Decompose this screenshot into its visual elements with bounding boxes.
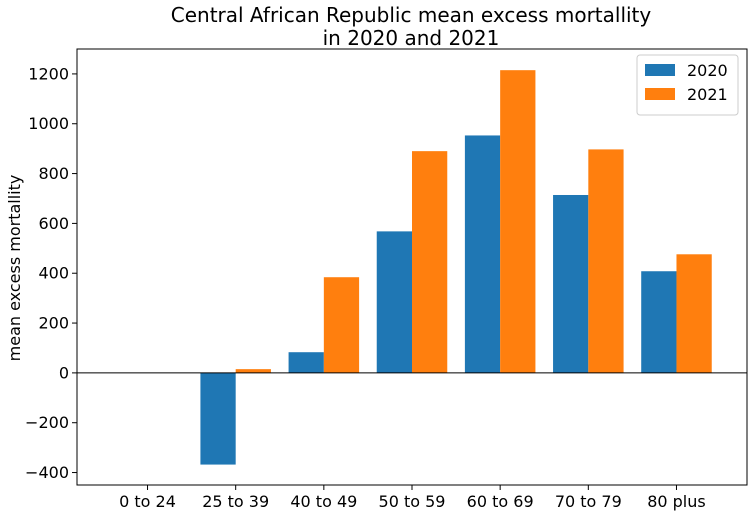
x-tick-label: 70 to 79 xyxy=(555,492,622,511)
bar-2020-4 xyxy=(464,135,501,373)
y-tick-label: 800 xyxy=(38,164,69,183)
x-tick-label: 50 to 59 xyxy=(379,492,446,511)
x-tick-label: 25 to 39 xyxy=(202,492,269,511)
chart-title-line-1: Central African Republic mean excess mor… xyxy=(171,3,652,27)
bar-2021-4 xyxy=(500,70,536,373)
plot-area: −400 −200 0 200 400 600 800 1000 1200 0 to 24 25 t… xyxy=(25,48,748,511)
bar-2021-6 xyxy=(676,254,712,373)
y-tick-label: −200 xyxy=(25,413,69,432)
y-axis-label: mean excess mortallity xyxy=(5,175,24,362)
legend-swatch-2021 xyxy=(645,88,675,100)
bar-2020-6 xyxy=(641,271,677,373)
bar-2021-3 xyxy=(412,151,448,373)
legend-label-2020: 2020 xyxy=(687,61,728,80)
x-tick-label: 40 to 49 xyxy=(290,492,357,511)
chart-title-line-2: in 2020 and 2021 xyxy=(323,26,500,50)
bar-2020-1 xyxy=(200,372,236,465)
bar-2021-1 xyxy=(235,369,271,373)
bar-2020-2 xyxy=(288,352,324,373)
bar-2020-3 xyxy=(376,231,412,373)
y-tick-label: 1200 xyxy=(28,64,69,83)
legend-label-2021: 2021 xyxy=(687,85,728,104)
y-tick-label: 200 xyxy=(38,314,69,333)
bar-2021-5 xyxy=(588,149,624,373)
y-tick-label: 400 xyxy=(38,264,69,283)
legend: 2020 2021 xyxy=(636,54,739,116)
bar-2021-2 xyxy=(323,277,360,373)
y-tick-label: −400 xyxy=(25,463,69,482)
legend-swatch-2020 xyxy=(645,64,675,76)
x-tick-label: 0 to 24 xyxy=(119,492,176,511)
y-tick-label: 600 xyxy=(38,214,69,233)
x-tick-label: 60 to 69 xyxy=(467,492,534,511)
x-tick-label: 80 plus xyxy=(647,492,706,511)
y-tick-label: 1000 xyxy=(28,114,69,133)
y-tick-label: 0 xyxy=(59,363,69,382)
bar-2020-5 xyxy=(553,194,589,373)
